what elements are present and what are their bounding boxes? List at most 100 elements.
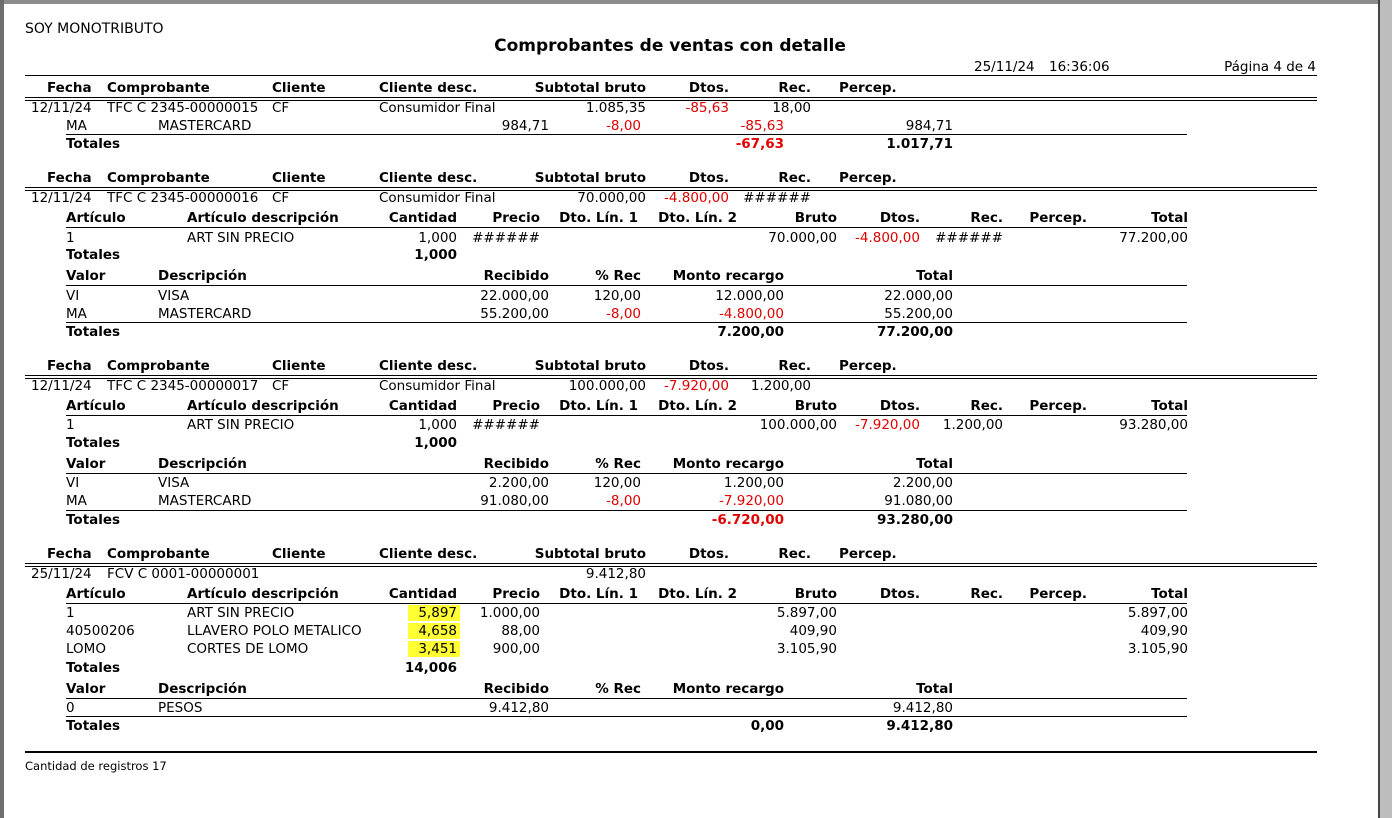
payment-recibido: 91.080,00 — [480, 493, 549, 509]
item-header-cell: Artículo descripción — [187, 586, 339, 602]
voucher-subtotal: 9.412,80 — [585, 566, 646, 582]
main-header-cell: Subtotal bruto — [534, 546, 646, 562]
item-header-rule — [66, 415, 1187, 416]
main-header-cell: Cliente desc. — [379, 546, 478, 562]
main-header-cell: Cliente desc. — [379, 358, 478, 374]
voucher-comp: TFC C 2345-00000016 — [107, 190, 259, 206]
report-time: 16:36:06 — [1049, 59, 1110, 75]
main-header-cell: Subtotal bruto — [534, 358, 646, 374]
main-header-cell: Cliente — [272, 80, 326, 96]
voucher-dtos: -85,63 — [685, 100, 729, 116]
voucher-rec: 18,00 — [772, 100, 811, 116]
voucher-cliente: CF — [272, 190, 290, 206]
payment-descripcion: PESOS — [158, 700, 203, 716]
item-header-cell: Total — [1151, 398, 1188, 414]
item-rec: ###### — [935, 230, 1003, 246]
payment-header-cell: Valor — [66, 456, 106, 472]
item-precio: ###### — [472, 230, 540, 246]
payment-monto: 12.000,00 — [715, 288, 784, 304]
payment-header-cell: Monto recargo — [672, 268, 784, 284]
window-frame-left — [0, 0, 4, 818]
footer-rule — [25, 751, 1317, 753]
payment-valor: MA — [66, 306, 87, 322]
item-header-cell: Total — [1151, 210, 1188, 226]
item-header-cell: Dtos. — [879, 398, 920, 414]
totals-label: Totales — [66, 435, 121, 451]
item-header-cell: Rec. — [970, 398, 1003, 414]
payment-prec: 120,00 — [593, 475, 641, 491]
item-header-cell: Total — [1151, 586, 1188, 602]
payment-prec: -8,00 — [606, 493, 641, 509]
main-header-cell: Percep. — [839, 80, 897, 96]
payment-header-cell: Total — [916, 268, 953, 284]
item-header-cell: Bruto — [794, 586, 837, 602]
vertical-scrollbar[interactable] — [1378, 0, 1392, 818]
payment-total: 9.412,80 — [892, 700, 953, 716]
item-header-cell: Rec. — [970, 210, 1003, 226]
item-descripcion: LLAVERO POLO METALICO — [187, 623, 362, 639]
totals-monto: 0,00 — [750, 718, 784, 734]
voucher-comp: TFC C 2345-00000015 — [107, 100, 259, 116]
payment-prec: -8,00 — [606, 306, 641, 322]
main-header-cell: Rec. — [778, 170, 811, 186]
payment-header-cell: Valor — [66, 268, 106, 284]
main-header-cell: Dtos. — [688, 358, 729, 374]
item-header-cell: Percep. — [1029, 586, 1087, 602]
main-header-cell: Rec. — [778, 80, 811, 96]
quantity-highlight — [408, 641, 460, 657]
voucher-rec: 1.200,00 — [750, 378, 811, 394]
payment-header-cell: % Rec — [595, 268, 641, 284]
item-header-cell: Precio — [492, 398, 540, 414]
item-header-cell: Artículo — [66, 210, 126, 226]
main-header-rule-top — [25, 187, 1317, 188]
item-bruto: 3.105,90 — [776, 641, 837, 657]
payment-valor: VI — [66, 475, 80, 491]
item-descripcion: ART SIN PRECIO — [187, 605, 295, 621]
payment-header-cell: Recibido — [483, 681, 549, 697]
payment-total: 55.200,00 — [884, 306, 953, 322]
main-header-cell: Rec. — [778, 358, 811, 374]
payment-recibido: 984,71 — [501, 118, 549, 134]
payment-valor: MA — [66, 118, 87, 134]
main-header-rule-top — [25, 375, 1317, 376]
voucher-rec: ###### — [743, 190, 811, 206]
main-header-cell: Fecha — [47, 358, 92, 374]
totals-cantidad: 1,000 — [414, 435, 457, 451]
main-header-cell: Rec. — [778, 546, 811, 562]
main-header-cell: Percep. — [839, 170, 897, 186]
payment-rule — [66, 134, 1187, 135]
item-header-cell: Bruto — [794, 210, 837, 226]
payment-valor: 0 — [66, 700, 75, 716]
item-total: 3.105,90 — [1127, 641, 1188, 657]
item-articulo: 40500206 — [66, 623, 135, 639]
voucher-cliente: CF — [272, 378, 290, 394]
item-precio: 1.000,00 — [479, 605, 540, 621]
item-articulo: 1 — [66, 605, 75, 621]
payment-header-cell: Total — [916, 456, 953, 472]
main-header-cell: Fecha — [47, 80, 92, 96]
main-header-cell: Fecha — [47, 546, 92, 562]
voucher-dtos: -7.920,00 — [664, 378, 729, 394]
voucher-fecha: 12/11/24 — [31, 100, 92, 116]
main-header-rule-top — [25, 97, 1317, 98]
totals-label: Totales — [66, 136, 121, 152]
main-header-cell: Cliente desc. — [379, 170, 478, 186]
main-header-cell: Subtotal bruto — [534, 80, 646, 96]
item-header-cell: Percep. — [1029, 210, 1087, 226]
item-header-cell: Cantidad — [388, 586, 457, 602]
item-header-rule — [66, 227, 1187, 228]
main-header-cell: Fecha — [47, 170, 92, 186]
payment-descripcion: MASTERCARD — [158, 306, 252, 322]
voucher-fecha: 12/11/24 — [31, 190, 92, 206]
payment-valor: MA — [66, 493, 87, 509]
item-cantidad: 1,000 — [418, 417, 457, 433]
main-header-cell: Dtos. — [688, 170, 729, 186]
payment-monto: -7.920,00 — [719, 493, 784, 509]
main-header-cell: Cliente — [272, 546, 326, 562]
report-title: Comprobantes de ventas con detalle — [494, 36, 846, 56]
item-precio: ###### — [472, 417, 540, 433]
item-bruto: 70.000,00 — [768, 230, 837, 246]
header-rule — [25, 75, 1317, 76]
quantity-highlight — [408, 623, 460, 639]
item-header-cell: Dtos. — [879, 210, 920, 226]
